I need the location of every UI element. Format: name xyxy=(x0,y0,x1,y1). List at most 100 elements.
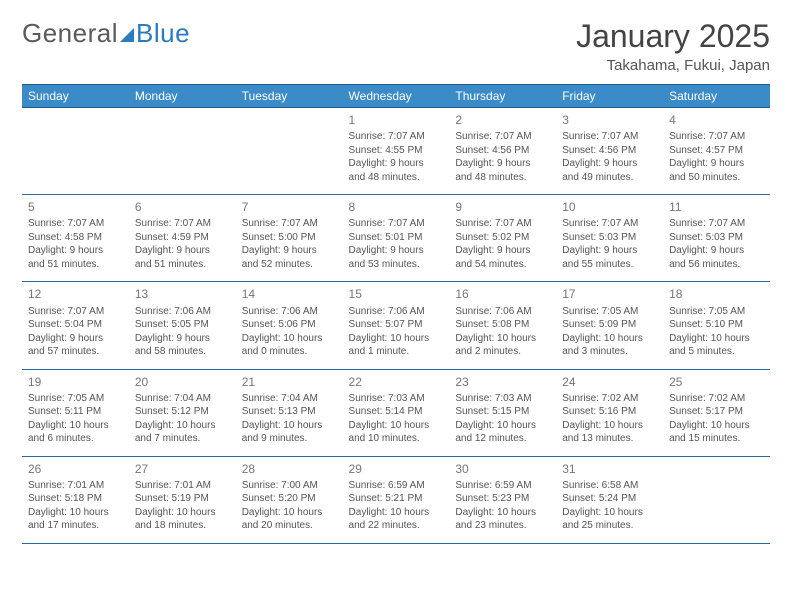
day-number: 18 xyxy=(669,286,764,302)
daylight-line-1: Daylight: 10 hours xyxy=(669,332,764,346)
daylight-line-1: Daylight: 9 hours xyxy=(349,244,444,258)
day-cell: 16Sunrise: 7:06 AMSunset: 5:08 PMDayligh… xyxy=(449,282,556,369)
sunset-line: Sunset: 5:13 PM xyxy=(242,405,337,419)
day-number: 29 xyxy=(349,461,444,477)
daylight-line-2: and 57 minutes. xyxy=(28,345,123,359)
sunrise-line: Sunrise: 6:58 AM xyxy=(562,479,657,493)
day-number: 3 xyxy=(562,112,657,128)
sunrise-line: Sunrise: 7:07 AM xyxy=(135,217,230,231)
sunrise-line: Sunrise: 7:05 AM xyxy=(562,305,657,319)
daylight-line-2: and 55 minutes. xyxy=(562,258,657,272)
sunrise-line: Sunrise: 7:04 AM xyxy=(135,392,230,406)
daylight-line-2: and 12 minutes. xyxy=(455,432,550,446)
daylight-line-1: Daylight: 9 hours xyxy=(669,244,764,258)
sunrise-line: Sunrise: 7:01 AM xyxy=(135,479,230,493)
location: Takahama, Fukui, Japan xyxy=(576,57,770,74)
week-row: 26Sunrise: 7:01 AMSunset: 5:18 PMDayligh… xyxy=(22,456,770,543)
daylight-line-1: Daylight: 9 hours xyxy=(135,244,230,258)
sunrise-line: Sunrise: 7:03 AM xyxy=(455,392,550,406)
daylight-line-1: Daylight: 10 hours xyxy=(242,419,337,433)
sunset-line: Sunset: 5:00 PM xyxy=(242,231,337,245)
day-number: 20 xyxy=(135,374,230,390)
weekday-header: Thursday xyxy=(449,85,556,108)
day-number: 25 xyxy=(669,374,764,390)
logo-triangle-icon xyxy=(120,28,134,42)
day-cell: 18 Sunrise: 7:05 AMSunset: 5:10 PMDayligh… xyxy=(663,282,770,369)
sunset-line: Sunset: 5:10 PM xyxy=(669,318,764,332)
day-number: 14 xyxy=(242,286,337,302)
daylight-line-2: and 56 minutes. xyxy=(669,258,764,272)
sunrise-line: Sunrise: 7:07 AM xyxy=(28,305,123,319)
daylight-line-2: and 17 minutes. xyxy=(28,519,123,533)
sunrise-line: Sunrise: 7:07 AM xyxy=(349,217,444,231)
daylight-line-1: Daylight: 9 hours xyxy=(135,332,230,346)
day-cell: 6Sunrise: 7:07 AMSunset: 4:59 PMDaylight… xyxy=(129,195,236,282)
sunrise-line: Sunrise: 7:02 AM xyxy=(669,392,764,406)
day-number: 7 xyxy=(242,199,337,215)
daylight-line-2: and 5 minutes. xyxy=(669,345,764,359)
sunrise-line: Sunrise: 7:06 AM xyxy=(242,305,337,319)
daylight-line-1: Daylight: 10 hours xyxy=(28,506,123,520)
daylight-line-2: and 51 minutes. xyxy=(28,258,123,272)
day-number: 16 xyxy=(455,286,550,302)
daylight-line-1: Daylight: 10 hours xyxy=(28,419,123,433)
day-number: 24 xyxy=(562,374,657,390)
day-cell: 2Sunrise: 7:07 AMSunset: 4:56 PMDaylight… xyxy=(449,108,556,195)
day-number: 13 xyxy=(135,286,230,302)
sunset-line: Sunset: 5:17 PM xyxy=(669,405,764,419)
sunrise-line: Sunrise: 7:05 AM xyxy=(669,305,764,319)
week-row: 5 Sunrise: 7:07 AM Sunset: 4:58 PM Daylight… xyxy=(22,195,770,282)
daylight-line-1: Daylight: 10 hours xyxy=(349,506,444,520)
sunset-line: Sunset: 4:55 PM xyxy=(349,144,444,158)
sunset-line: Sunset: 5:12 PM xyxy=(135,405,230,419)
day-cell: 11Sunrise: 7:07 AMSunset: 5:03 PMDayligh… xyxy=(663,195,770,282)
logo: General Blue xyxy=(22,18,190,49)
weekday-header: Tuesday xyxy=(236,85,343,108)
day-number: 17 xyxy=(562,286,657,302)
day-cell: 5Sunrise: 7:07 AMSunset: 4:58 PMDaylight… xyxy=(22,195,129,282)
daylight-line-2: and 9 minutes. xyxy=(242,432,337,446)
daylight-line-2: and 48 minutes. xyxy=(349,171,444,185)
sunrise-line: Sunrise: 7:07 AM xyxy=(242,217,337,231)
sunset-line: Sunset: 5:20 PM xyxy=(242,492,337,506)
sunset-line: Sunset: 5:21 PM xyxy=(349,492,444,506)
day-number: 11 xyxy=(669,199,764,215)
sunset-line: Sunset: 4:59 PM xyxy=(135,231,230,245)
daylight-line-2: and 51 minutes. xyxy=(135,258,230,272)
daylight-line-2: and 54 minutes. xyxy=(455,258,550,272)
day-number: 27 xyxy=(135,461,230,477)
day-cell: 10Sunrise: 7:07 AMSunset: 5:03 PMDayligh… xyxy=(556,195,663,282)
daylight-line-2: and 50 minutes. xyxy=(669,171,764,185)
daylight-line-2: and 52 minutes. xyxy=(242,258,337,272)
sunrise-line: Sunrise: 7:07 AM xyxy=(455,217,550,231)
sunset-line: Sunset: 4:58 PM xyxy=(28,231,123,245)
logo-text-2: Blue xyxy=(136,18,190,49)
weekday-header: Wednesday xyxy=(343,85,450,108)
sunset-line: Sunset: 5:14 PM xyxy=(349,405,444,419)
daylight-line-1: Daylight: 9 hours xyxy=(28,332,123,346)
week-row: 12Sunrise: 7:07 AMSunset: 5:04 PMDayligh… xyxy=(22,282,770,369)
sunrise-line: Sunrise: 7:05 AM xyxy=(28,392,123,406)
sunrise-line: Sunrise: 7:02 AM xyxy=(562,392,657,406)
day-cell: 29Sunrise: 6:59 AMSunset: 5:21 PMDayligh… xyxy=(343,456,450,543)
sunset-line: Sunset: 5:19 PM xyxy=(135,492,230,506)
daylight-line-1: Daylight: 10 hours xyxy=(562,506,657,520)
day-number: 5 xyxy=(28,199,123,215)
day-number: 23 xyxy=(455,374,550,390)
sunset-line: Sunset: 5:01 PM xyxy=(349,231,444,245)
sunrise-line: Sunrise: 7:07 AM xyxy=(562,130,657,144)
daylight-line-1: Daylight: 9 hours xyxy=(455,157,550,171)
daylight-line-1: Daylight: 9 hours xyxy=(669,157,764,171)
sunrise-line: Sunrise: 7:03 AM xyxy=(349,392,444,406)
month-title: January 2025 xyxy=(576,18,770,55)
day-number: 26 xyxy=(28,461,123,477)
daylight-line-1: Daylight: 10 hours xyxy=(349,419,444,433)
day-cell: 3Sunrise: 7:07 AMSunset: 4:56 PMDaylight… xyxy=(556,108,663,195)
sunset-line: Sunset: 4:56 PM xyxy=(455,144,550,158)
sunrise-line: Sunrise: 7:07 AM xyxy=(349,130,444,144)
daylight-line-2: and 0 minutes. xyxy=(242,345,337,359)
day-cell: 13Sunrise: 7:06 AMSunset: 5:05 PMDayligh… xyxy=(129,282,236,369)
day-cell xyxy=(22,108,129,195)
day-cell: 24Sunrise: 7:02 AMSunset: 5:16 PMDayligh… xyxy=(556,369,663,456)
sunset-line: Sunset: 5:05 PM xyxy=(135,318,230,332)
